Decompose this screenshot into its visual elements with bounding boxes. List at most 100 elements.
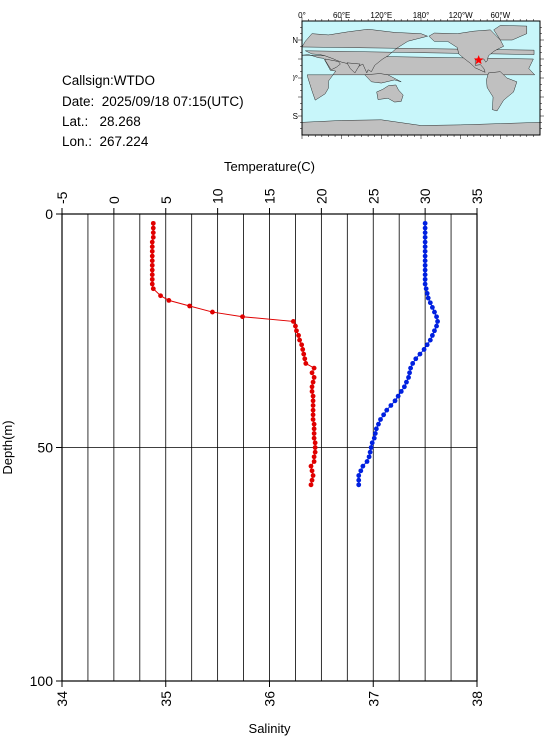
temperature-data-point: [311, 454, 317, 460]
salinity-data-point: [384, 407, 390, 413]
temperature-data-point: [303, 361, 309, 366]
salinity-data-point: [392, 398, 398, 404]
temperature-data-point: [309, 384, 315, 390]
salinity-data-point: [410, 361, 416, 366]
temperature-data-point: [312, 440, 318, 446]
salinity-data-point: [422, 244, 428, 250]
salinity-data-point: [434, 323, 439, 329]
europe-asia-landmass: [301, 29, 535, 74]
temperature-data-point: [310, 403, 316, 408]
temperature-data-point: [310, 379, 316, 385]
temperature-data-point: [310, 473, 316, 478]
map-longitude-label: 180°: [413, 12, 430, 20]
temperature-data-point: [149, 239, 155, 245]
temperature-data-point: [302, 356, 308, 362]
salinity-data-point: [422, 234, 428, 240]
temperature-tick-label: 30: [417, 188, 433, 204]
salinity-data-point: [423, 286, 429, 292]
salinity-data-point: [434, 314, 439, 320]
latitude-text: Lat.: 28.268: [62, 114, 141, 129]
depth-tick-label: 0: [45, 206, 53, 222]
star-icon: [473, 55, 484, 65]
salinity-data-point: [372, 431, 378, 436]
salinity-data-point: [422, 220, 428, 226]
temperature-data-point: [310, 407, 316, 413]
temperature-data-point: [149, 253, 155, 259]
map-longitude-label: 120°E: [370, 12, 392, 20]
salinity-data-point: [388, 403, 394, 408]
salinity-data-point: [360, 463, 366, 469]
temperature-data-point: [149, 267, 155, 273]
salinity-tick-label: 34: [54, 691, 70, 707]
salinity-data-point: [424, 290, 430, 296]
temperature-data-point: [294, 328, 299, 334]
temperature-tick-label: 5: [158, 196, 174, 204]
temperature-tick-label: 15: [262, 188, 278, 204]
temperature-data-point: [150, 230, 156, 236]
temperature-data-point: [210, 309, 215, 315]
temperature-data-point: [309, 370, 315, 376]
salinity-tick-label: 35: [158, 691, 174, 707]
longitude-text: Lon.: 267.224: [62, 134, 149, 149]
temperature-data-point: [240, 314, 245, 320]
salinity-data-point: [376, 421, 381, 427]
temperature-data-point: [311, 375, 317, 380]
india-landmass: [346, 62, 361, 74]
salinity-tick-label: 38: [469, 691, 485, 707]
arabia-landmass: [324, 58, 341, 71]
salinity-tick-label: 36: [262, 691, 278, 707]
salinity-data-point: [395, 393, 401, 399]
callsign-text: Callsign:WTDO: [62, 73, 156, 88]
temperature-tick-label: -5: [54, 191, 70, 204]
temperature-data-point: [309, 477, 315, 483]
salinity-data-point: [407, 370, 412, 376]
temperature-data-point: [311, 431, 317, 436]
temperature-data-point: [308, 482, 314, 488]
temperature-data-point: [309, 468, 315, 474]
temperature-data-point: [150, 220, 156, 226]
salinity-data-point: [427, 300, 433, 306]
salinity-data-point: [425, 295, 431, 301]
salinity-data-point: [422, 267, 428, 273]
salinity-data-point: [424, 342, 430, 348]
salinity-data-point: [422, 281, 428, 287]
salinity-data-point: [406, 375, 411, 380]
map-longitude-label: 60°E: [333, 12, 350, 20]
salinity-data-point: [369, 440, 375, 446]
temperature-data-point: [296, 333, 301, 338]
temperature-axis-title: Temperature(C): [224, 159, 315, 174]
salinity-data-point: [422, 253, 428, 259]
temperature-data-point: [166, 297, 172, 303]
temperature-data-point: [149, 244, 155, 250]
salinity-axis-title: Salinity: [249, 721, 291, 736]
temperature-data-point: [311, 365, 317, 371]
temperature-data-point: [312, 449, 318, 455]
salinity-tick-label: 37: [365, 691, 381, 707]
salinity-data-point: [356, 482, 362, 488]
salinity-data-point: [422, 239, 428, 245]
temperature-data-point: [310, 398, 316, 404]
temperature-tick-label: 0: [106, 196, 122, 204]
salinity-data-point: [358, 468, 364, 474]
salinity-data-point: [408, 365, 413, 371]
salinity-data-point: [364, 459, 370, 464]
date-text: Date: 2025/09/18 07:15(UTC): [62, 94, 244, 109]
temperature-data-point: [290, 319, 296, 324]
temperature-data-point: [150, 225, 156, 231]
salinity-data-point: [356, 477, 362, 483]
depth-axis-title: Depth(m): [0, 420, 15, 474]
salinity-data-point: [356, 473, 362, 478]
salinity-data-point: [401, 384, 407, 390]
salinity-data-point: [367, 449, 373, 455]
salinity-data-point: [378, 417, 383, 422]
temperature-data-point: [311, 426, 317, 432]
salinity-data-point: [368, 445, 374, 450]
temperature-data-point: [149, 248, 155, 254]
temperature-data-point: [158, 293, 163, 299]
temperature-data-point: [310, 393, 316, 399]
temperature-data-point: [310, 412, 316, 418]
salinity-data-point: [422, 230, 428, 236]
map-longitude-label: 120°W: [449, 12, 474, 20]
temperature-tick-label: 35: [469, 188, 485, 204]
